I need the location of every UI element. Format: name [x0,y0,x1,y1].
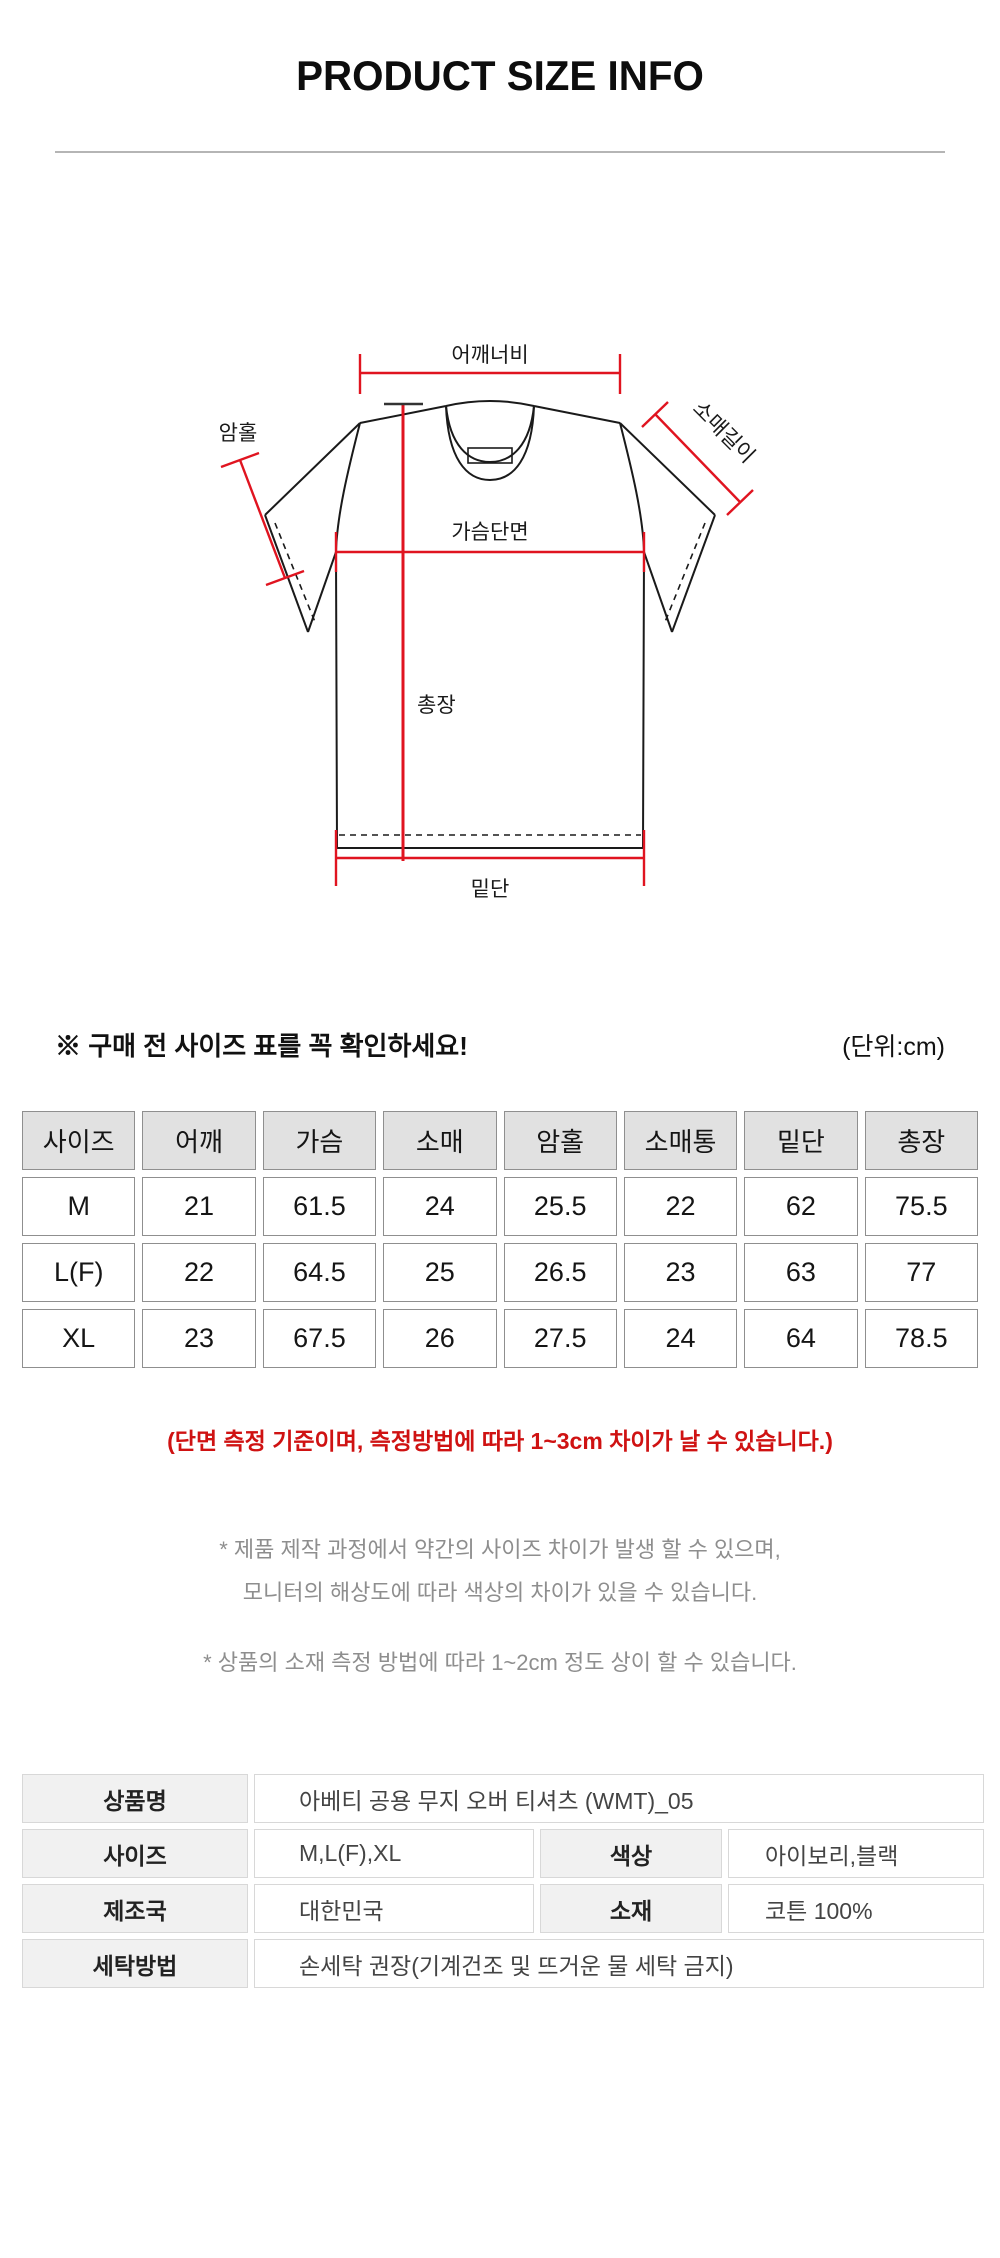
label-sleeve-length: 소매길이 [688,397,759,468]
title-divider [55,151,945,153]
value-cell: 26 [383,1309,497,1368]
col-total-length: 총장 [864,1111,978,1170]
value-cell: 25.5 [503,1177,617,1236]
size-table-header-row: 사이즈 어깨 가슴 소매 암홀 소매통 밑단 총장 [22,1111,978,1170]
value-cell: 23 [623,1243,738,1302]
value-cell: 24 [623,1309,738,1368]
value-cell: 77 [864,1243,978,1302]
label-shoulder-width: 어깨너비 [451,344,528,367]
value-cell: 64 [744,1309,858,1368]
value-cell: 21 [142,1177,256,1236]
value-cell: 64.5 [262,1243,377,1302]
info-label: 색상 [540,1829,722,1878]
value-cell: 75.5 [864,1177,978,1236]
measurement-caution: (단면 측정 기준이며, 측정방법에 따라 1~3cm 차이가 날 수 있습니다… [167,1428,833,1454]
size-table: 사이즈 어깨 가슴 소매 암홀 소매통 밑단 총장 M 21 61.5 24 2… [15,1104,985,1375]
info-label: 사이즈 [22,1829,248,1878]
size-row-lf: L(F) 22 64.5 25 26.5 23 63 77 [22,1243,978,1302]
col-shoulder: 어깨 [142,1111,256,1170]
unit-label: (단위:cm) [842,1033,945,1061]
value-cell: 27.5 [503,1309,617,1368]
tshirt-measurement-diagram: 어깨너비 가슴단면 총장 밑단 암홀 소매길이 [210,330,780,990]
info-value: 대한민국 [254,1884,534,1933]
stitch-lines [274,522,706,836]
col-size: 사이즈 [22,1111,136,1170]
label-hem: 밑단 [471,878,510,901]
neck-tag [467,447,513,464]
info-label: 소재 [540,1884,722,1933]
label-armhole: 암홀 [219,422,258,445]
size-cell: M [22,1177,136,1236]
label-total-length: 총장 [417,694,456,717]
size-row-xl: XL 23 67.5 26 27.5 24 64 78.5 [22,1309,978,1368]
size-cell: XL [22,1309,136,1368]
col-sleeve: 소매 [383,1111,497,1170]
note-line-1: * 제품 제작 과정에서 약간의 사이즈 차이가 발생 할 수 있으며, [219,1537,781,1562]
size-cell: L(F) [22,1243,136,1302]
size-check-notice: ※ 구매 전 사이즈 표를 꼭 확인하세요! [55,1031,468,1061]
info-value: 아이보리,블랙 [728,1829,984,1878]
info-label: 상품명 [22,1774,248,1823]
value-cell: 24 [383,1177,497,1236]
info-value: 손세탁 권장(기계건조 및 뜨거운 물 세탁 금지) [254,1939,984,1988]
col-chest: 가슴 [262,1111,377,1170]
measure-lines [220,354,754,886]
value-cell: 63 [744,1243,858,1302]
col-armhole: 암홀 [503,1111,617,1170]
info-row-wash: 세탁방법 손세탁 권장(기계건조 및 뜨거운 물 세탁 금지) [22,1939,984,1988]
label-chest: 가슴단면 [451,521,528,544]
info-value: 아베티 공용 무지 오버 티셔츠 (WMT)_05 [254,1774,984,1823]
info-label: 세탁방법 [22,1939,248,1988]
info-label: 제조국 [22,1884,248,1933]
value-cell: 61.5 [262,1177,377,1236]
col-sleeve-width: 소매통 [623,1111,738,1170]
info-row-country-material: 제조국 대한민국 소재 코튼 100% [22,1884,984,1933]
value-cell: 62 [744,1177,858,1236]
value-cell: 23 [142,1309,256,1368]
value-cell: 25 [383,1243,497,1302]
tshirt-diagram-svg: 어깨너비 가슴단면 총장 밑단 암홀 소매길이 [219,344,759,901]
value-cell: 26.5 [503,1243,617,1302]
note-line-3: * 상품의 소재 측정 방법에 따라 1~2cm 정도 상이 할 수 있습니다. [203,1650,797,1675]
value-cell: 67.5 [262,1309,377,1368]
info-value: M,L(F),XL [254,1829,534,1878]
page-title: PRODUCT SIZE INFO [296,52,704,99]
note-line-2: 모니터의 해상도에 따라 색상의 차이가 있을 수 있습니다. [242,1580,758,1605]
value-cell: 78.5 [864,1309,978,1368]
tshirt-outline [264,400,716,849]
value-cell: 22 [623,1177,738,1236]
col-hem: 밑단 [744,1111,858,1170]
size-notice-row: ※ 구매 전 사이즈 표를 꼭 확인하세요! (단위:cm) [55,1026,945,1063]
info-row-size-color: 사이즈 M,L(F),XL 색상 아이보리,블랙 [22,1829,984,1878]
size-row-m: M 21 61.5 24 25.5 22 62 75.5 [22,1177,978,1236]
value-cell: 22 [142,1243,256,1302]
product-notes: * 제품 제작 과정에서 약간의 사이즈 차이가 발생 할 수 있으며, 모니터… [0,1528,1000,1614]
info-row-product-name: 상품명 아베티 공용 무지 오버 티셔츠 (WMT)_05 [22,1774,984,1823]
info-value: 코튼 100% [728,1884,984,1933]
product-info-table: 상품명 아베티 공용 무지 오버 티셔츠 (WMT)_05 사이즈 M,L(F)… [16,1768,990,1994]
